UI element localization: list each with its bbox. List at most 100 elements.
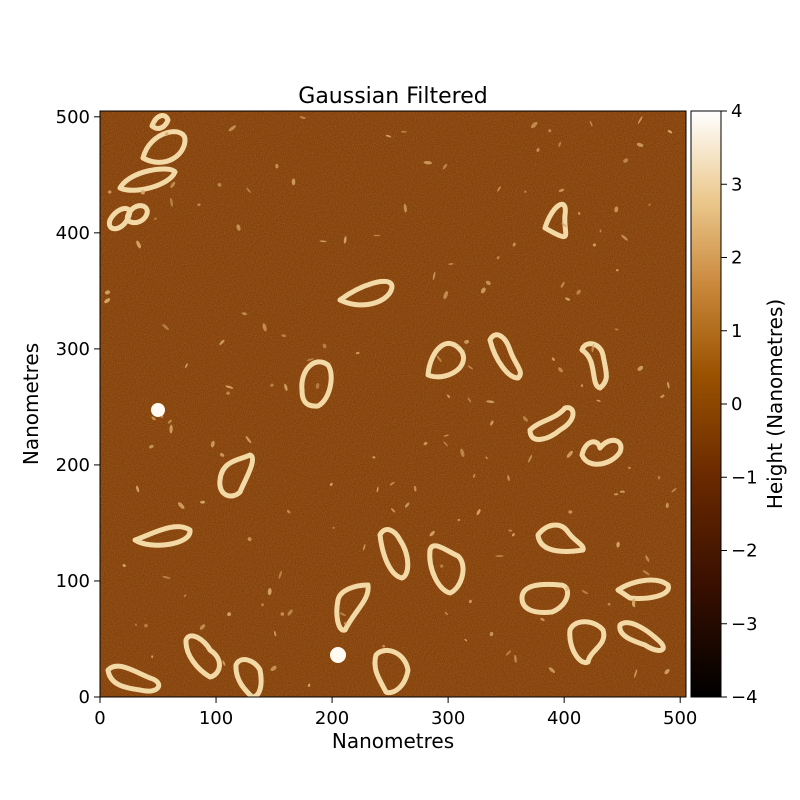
speck [648,203,651,206]
colorbar-tick-label: 1 [731,321,742,342]
speck [514,654,517,663]
speck [616,269,619,272]
speck [376,486,379,493]
x-tick-label: 100 [199,708,233,729]
speck [270,665,277,672]
colorbar-axis: −4 −3 −2 −1 0 1 2 3 4 [721,101,758,708]
y-tick-label: 0 [79,687,90,708]
speck [122,564,126,568]
speck [444,611,448,616]
speck [280,612,285,616]
speck [246,187,251,193]
speck [299,116,306,120]
speck [275,163,279,169]
speck [442,163,448,170]
x-tick-label: 0 [94,708,105,729]
speck [667,130,673,134]
x-axis-label: Nanometres [332,729,454,753]
dna-loop [579,437,624,467]
speck [596,399,601,402]
dna-loop [427,543,466,596]
colorbar-tick-label: −1 [731,467,758,488]
plot-frame [99,110,687,698]
speck [339,612,346,617]
speck [134,623,138,626]
speck [619,490,625,493]
speck [623,158,629,163]
speck [443,441,448,447]
speck [457,344,460,347]
colorbar-tick-label: −2 [731,541,758,562]
dna-loop [617,620,666,653]
speck [448,263,454,265]
speck [404,502,410,508]
speck [577,211,581,216]
speck [270,383,274,387]
speck [576,289,581,295]
dna-loop [140,129,188,165]
speck [136,485,140,493]
speck [148,444,154,449]
colorbar-label: Height (Nanometres) [763,299,787,509]
dna-loop [567,619,607,665]
dna-loop [542,201,569,240]
speck [291,178,296,186]
speck [403,203,407,213]
speck [362,544,366,551]
speck [613,493,619,496]
speck [372,456,376,459]
speck [457,518,461,522]
speck [505,650,512,656]
speck [580,384,584,388]
plot-title: Gaussian Filtered [298,84,487,109]
speck [262,323,267,332]
speck [177,502,185,509]
speck [558,188,565,192]
colorbar-tick-label: 0 [731,394,742,415]
dna-loop [105,663,162,694]
speck [170,181,176,189]
speck [446,394,451,399]
speck [476,509,481,516]
speck [315,382,320,389]
y-tick-label: 400 [56,223,90,244]
speck [247,537,252,542]
dna-loop [425,341,466,380]
speck [645,555,650,562]
speck [104,298,111,304]
speck [627,466,631,469]
dna-loop [233,657,264,697]
speck [261,603,264,607]
speck [197,203,201,206]
dna-loop [372,648,411,696]
y-tick-label: 300 [56,339,90,360]
dna-loop [615,577,671,601]
dna-loop [149,113,171,131]
x-tick-label: 300 [431,708,465,729]
speck [480,287,486,294]
speck [490,420,494,426]
speck [512,242,516,247]
dna-loop [124,203,150,226]
speck [322,343,327,349]
speck [108,190,112,194]
speck [284,383,288,392]
speck [473,473,476,478]
speck [151,655,154,658]
colorbar-tick-label: 2 [731,248,742,269]
speck [508,529,513,532]
speck [423,160,432,165]
bright-particle [330,647,346,663]
speck [169,424,173,434]
speck [616,541,620,548]
speck [319,240,327,243]
speck [343,236,347,244]
speck [373,234,381,237]
speck [432,271,436,281]
speck [440,564,444,568]
speck [286,509,291,514]
speck [664,669,670,675]
speck [390,508,396,513]
speck [565,586,570,592]
